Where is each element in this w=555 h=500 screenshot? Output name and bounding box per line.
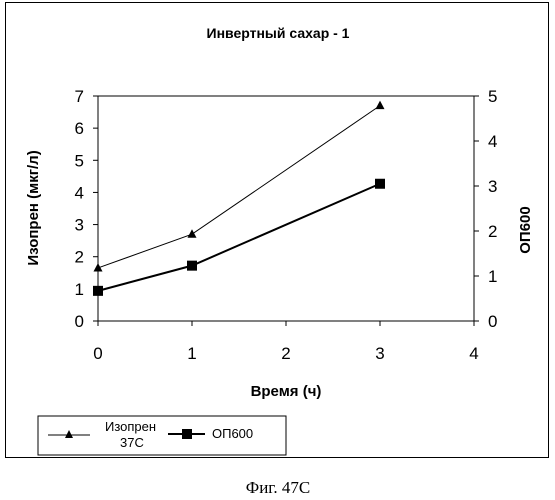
series-layer: [93, 101, 385, 296]
legend: Изопрен 37С ОП600: [38, 416, 286, 455]
figure-caption: Фиг. 47С: [246, 478, 310, 497]
legend-label-isoprene-line1: Изопрен: [105, 419, 156, 434]
x-axis-ticks: 0 1 2 3 4: [93, 321, 478, 363]
x-tick-label: 4: [469, 344, 478, 363]
y-tick-label: 0: [75, 312, 84, 331]
chart-title: Инвертный сахар - 1: [207, 25, 350, 41]
series-line-isoprene: [98, 106, 380, 268]
legend-label-od600: ОП600: [212, 426, 253, 441]
y2-tick-label: 2: [488, 222, 497, 241]
y-tick-label: 2: [75, 248, 84, 267]
y2-tick-label: 1: [488, 267, 497, 286]
y-tick-label: 7: [75, 87, 84, 106]
data-point-od600: [93, 286, 103, 296]
data-point-od600: [375, 179, 385, 189]
x-tick-label: 1: [187, 344, 196, 363]
series-line-od600: [98, 184, 380, 291]
y2-axis-ticks: 0 1 2 3 4 5: [474, 87, 497, 331]
x-tick-label: 3: [375, 344, 384, 363]
x-tick-label: 0: [93, 344, 102, 363]
y2-tick-label: 0: [488, 312, 497, 331]
data-point-isoprene: [188, 229, 197, 238]
plot-area: [98, 96, 474, 321]
x-axis-title: Время (ч): [251, 383, 322, 400]
y-tick-label: 3: [75, 216, 84, 235]
y-tick-label: 4: [75, 183, 84, 202]
y2-tick-label: 5: [488, 87, 497, 106]
data-point-isoprene: [376, 101, 385, 110]
y2-tick-label: 4: [488, 132, 497, 151]
y-tick-label: 1: [75, 280, 84, 299]
data-point-od600: [187, 261, 197, 271]
y2-tick-label: 3: [488, 177, 497, 196]
legend-marker-od600: [182, 429, 192, 439]
y-tick-label: 5: [75, 151, 84, 170]
y-axis-title: Изопрен (мкг/л): [25, 150, 42, 265]
legend-label-isoprene-line2: 37С: [120, 435, 144, 450]
x-tick-label: 2: [281, 344, 290, 363]
y-tick-label: 6: [75, 119, 84, 138]
y2-axis-title: ОП600: [517, 206, 534, 253]
